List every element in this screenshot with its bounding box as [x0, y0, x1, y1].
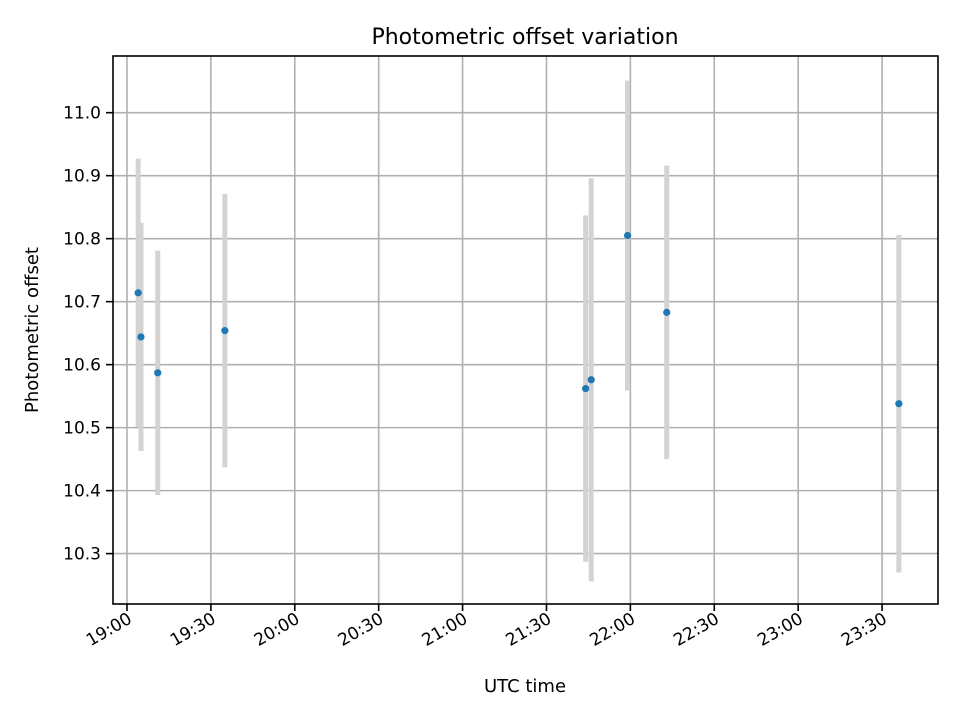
x-tick-label: 22:30 — [670, 609, 722, 651]
x-tick-label: 20:00 — [251, 609, 303, 651]
y-tick-label: 10.4 — [63, 482, 101, 502]
y-axis-ticks: 10.3 10.4 10.5 10.6 10.7 10.8 10.9 11.0 — [63, 104, 113, 565]
y-tick-label: 10.6 — [63, 356, 101, 376]
x-tick-label: 20:30 — [335, 609, 387, 651]
y-tick-label: 10.9 — [63, 167, 101, 187]
y-tick-label: 11.0 — [63, 104, 101, 124]
x-tick-label: 21:00 — [419, 609, 471, 651]
x-axis-label: UTC time — [484, 676, 566, 697]
x-tick-label: 22:00 — [586, 609, 638, 651]
y-axis-label: Photometric offset — [22, 247, 43, 413]
x-tick-label: 19:00 — [83, 609, 135, 651]
data-point — [895, 400, 903, 408]
y-tick-label: 10.3 — [63, 545, 101, 565]
y-tick-label: 10.7 — [63, 293, 101, 313]
data-point — [587, 376, 595, 384]
data-point — [134, 289, 142, 297]
data-point — [623, 231, 632, 240]
data-point — [221, 327, 229, 335]
x-tick-label: 19:30 — [167, 609, 219, 651]
x-tick-label: 23:30 — [838, 609, 890, 651]
error-bars — [135, 80, 902, 582]
data-point — [137, 333, 145, 341]
plot-frame — [112, 55, 939, 605]
grid-lines — [113, 56, 938, 604]
chart-title: Photometric offset variation — [371, 25, 678, 50]
data-point — [663, 308, 671, 316]
data-points — [134, 231, 903, 408]
data-point — [154, 369, 162, 377]
x-tick-label: 21:30 — [503, 609, 555, 651]
data-point — [582, 384, 590, 393]
y-tick-label: 10.5 — [63, 419, 101, 439]
x-tick-label: 23:00 — [754, 609, 806, 651]
x-axis-ticks: 19:00 19:30 20:00 20:30 21:00 21:30 22:00 22:30… — [83, 604, 891, 651]
y-tick-label: 10.8 — [63, 230, 101, 250]
